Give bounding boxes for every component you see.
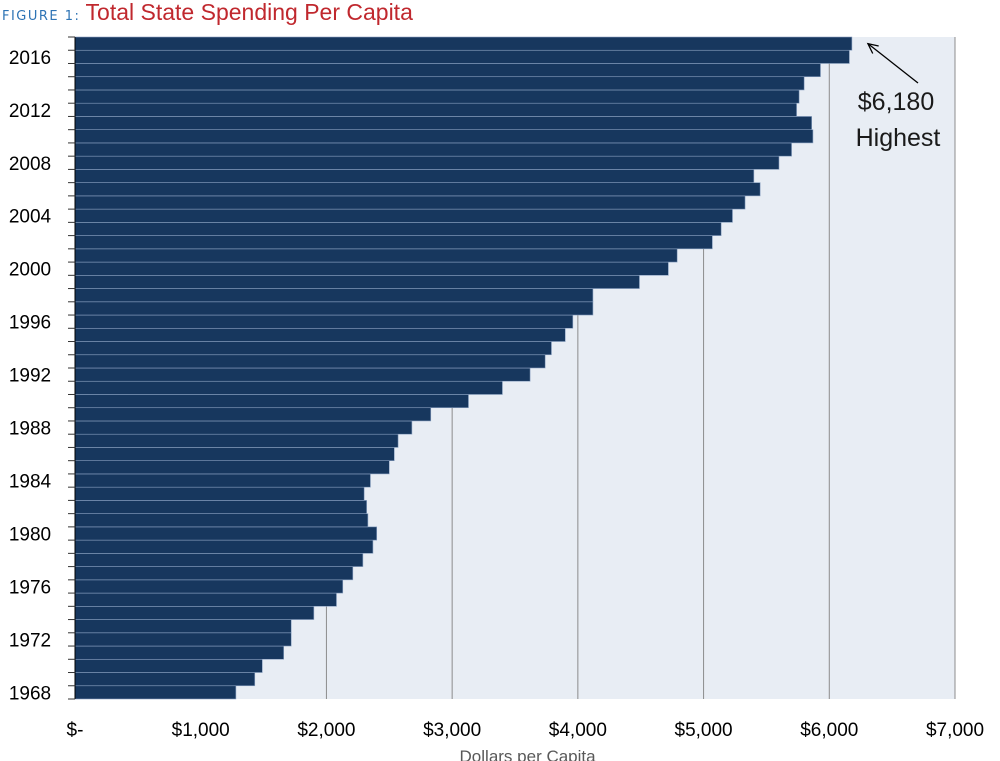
y-tick-label: 2008 [9,154,51,175]
x-axis-title: Dollars per Capita [460,747,597,761]
annotation-arrow [867,43,919,84]
bar [74,367,531,382]
x-tick-label: $5,000 [675,720,733,741]
bar [74,658,263,673]
bar [74,645,284,660]
bar [74,129,814,144]
y-tick-label: 2000 [9,260,51,281]
bar [74,579,344,594]
bar [74,182,761,197]
bar [74,553,364,567]
bar [74,142,792,157]
bar [74,288,594,303]
bar [74,275,640,289]
bar [74,155,780,170]
bar [74,433,399,448]
y-tick-label: 2004 [9,207,52,228]
y-tick-label: 1996 [9,313,51,334]
y-tick-label: 1980 [9,525,51,546]
bar [74,169,755,183]
bar [74,49,850,64]
y-tick-label: 1988 [9,419,51,440]
bar [74,261,669,276]
bar [74,116,812,130]
x-tick-label: $2,000 [297,720,355,741]
bar [74,248,678,263]
bar [74,632,292,647]
bar [74,592,337,607]
bar [74,685,237,700]
x-tick-label: $7,000 [926,720,984,741]
bar [74,63,821,78]
x-tick-label: $3,000 [423,720,481,741]
bar [74,500,367,514]
bar [74,222,722,236]
bar [74,76,805,91]
bar [74,341,552,356]
annotation-arrowhead [866,42,879,54]
annotation-value: $6,180 [858,88,934,116]
chart-title: Total State Spending Per Capita [85,0,413,25]
bar [74,301,594,316]
bar [74,420,413,435]
bar [74,235,713,250]
bar [74,354,546,369]
bar [74,566,354,581]
bar [74,619,292,634]
bar [74,526,378,541]
y-tick-label: 1992 [9,366,51,387]
bar [74,460,390,475]
y-tick-label: 1968 [9,683,51,704]
bar [74,394,469,409]
bar [74,539,374,554]
bar [74,606,315,620]
y-tick-label: 1976 [9,577,51,598]
x-tick-label: $1,000 [172,720,230,741]
bar [74,486,365,501]
bar [74,513,369,528]
y-tick-label: 1972 [9,630,51,651]
bar [74,195,746,210]
figure-label: FIGURE 1: [2,9,81,24]
bar [74,407,432,422]
annotation-label: Highest [856,124,941,152]
bar [74,314,574,329]
y-tick-label: 2016 [9,48,51,69]
x-tick-label: $4,000 [549,720,607,741]
figure-title: FIGURE 1: Total State Spending Per Capit… [2,0,413,31]
x-tick-label: $- [67,720,84,741]
bar [74,380,503,395]
bar [74,208,733,223]
y-tick-label: 1984 [9,472,52,493]
bar [74,672,256,687]
bar [74,89,800,104]
bar [74,327,566,342]
y-tick-label: 2012 [9,101,51,122]
bar [74,36,853,51]
bar [74,447,395,461]
x-tick-label: $6,000 [800,720,858,741]
bar [74,102,797,117]
bar [74,473,371,488]
